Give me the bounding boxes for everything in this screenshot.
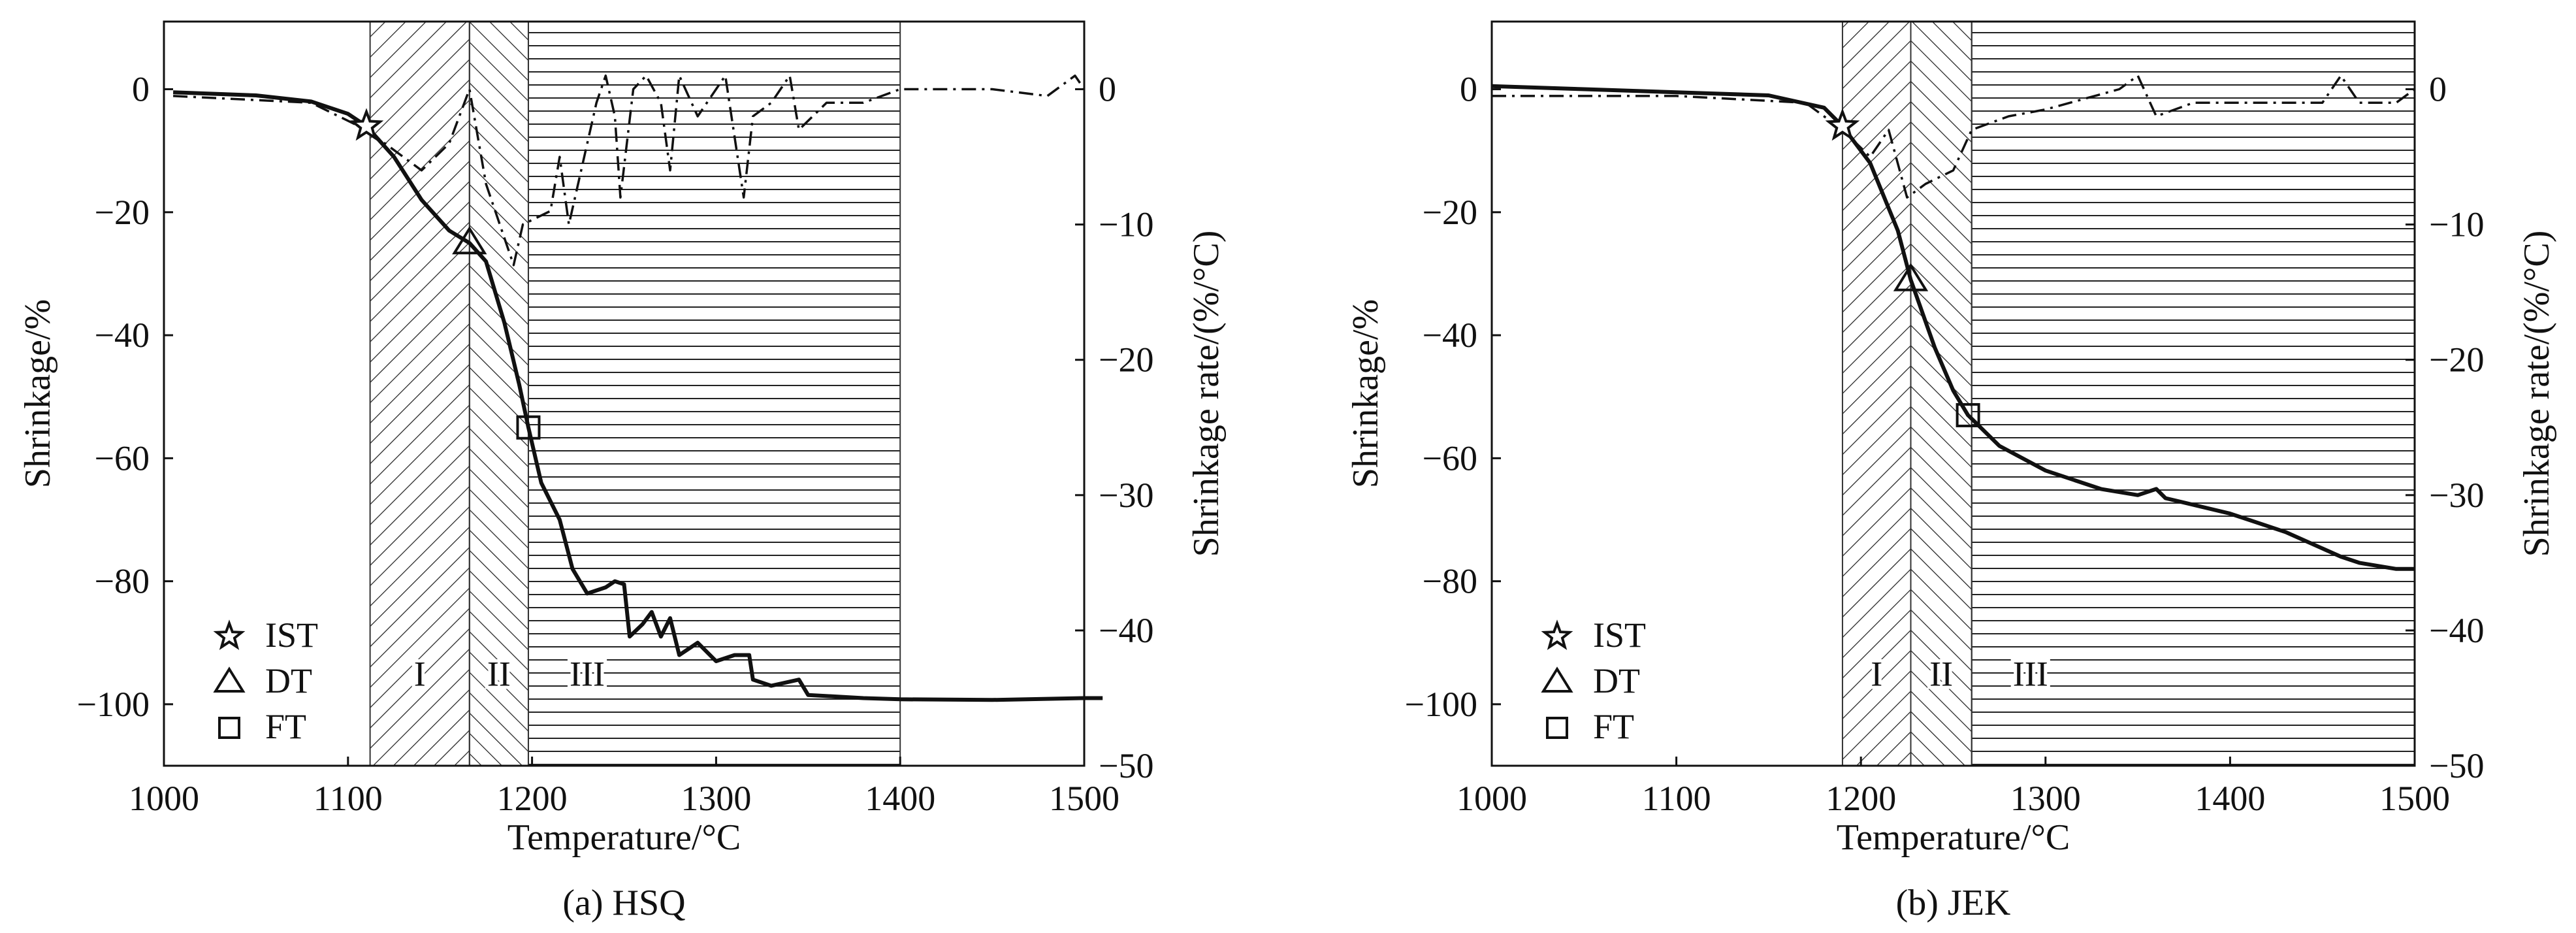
legend-star-icon	[1541, 619, 1573, 650]
y-axis-label: Shrinkage/%	[1345, 299, 1386, 488]
y-tick-label: −80	[1423, 562, 1477, 601]
plot-frame	[1490, 20, 2416, 767]
zone-II-area	[468, 21, 529, 766]
legend-label: FT	[1593, 707, 1634, 746]
legend-star-icon	[213, 619, 246, 650]
zone-II-area	[1910, 21, 1972, 766]
y2-tick-label: −50	[2429, 746, 2484, 785]
y-tick-label: −100	[77, 685, 150, 724]
y2-tick-label: −20	[2429, 340, 2484, 380]
star-marker	[349, 108, 384, 141]
y2-axis-label: Shrinkage rate/(%/°C)	[2517, 231, 2557, 557]
y2-axis-label: Shrinkage rate/(%/°C)	[1186, 231, 1227, 557]
y-axis-label: Shrinkage/%	[18, 299, 58, 488]
chart-caption: (a) HSQ	[562, 883, 685, 923]
x-tick-label: 1200	[1826, 779, 1896, 818]
shrinkage-line	[172, 90, 1103, 702]
legend-label: IST	[1593, 615, 1646, 655]
y-tick-label: 0	[1460, 70, 1477, 109]
x-tick-label: 1400	[2195, 779, 2265, 818]
y2-tick-label: −10	[1099, 205, 1153, 244]
legend-label: DT	[1593, 661, 1640, 700]
y2-tick-label: −30	[2429, 476, 2484, 515]
y-tick-label: −100	[1405, 685, 1477, 724]
legend-square-icon	[1546, 717, 1568, 739]
x-axis-label: Temperature/°C	[507, 817, 741, 858]
legend-label: DT	[265, 661, 312, 700]
triangle-marker	[452, 226, 487, 255]
zone-label: III	[2013, 655, 2048, 694]
shrinkage-line	[1491, 84, 2415, 571]
y-tick-label: −20	[95, 193, 150, 232]
y2-tick-label: 0	[2429, 70, 2447, 109]
x-tick-label: 1300	[2010, 779, 2081, 818]
x-tick-label: 1000	[129, 779, 199, 818]
y-tick-label: −40	[95, 316, 150, 355]
x-tick-label: 1500	[2379, 779, 2450, 818]
x-tick-label: 1300	[681, 779, 751, 818]
x-tick-label: 1200	[497, 779, 568, 818]
shrinkage-rate-line	[1492, 74, 2416, 199]
zone-III-area	[1971, 21, 2415, 766]
y2-tick-label: −50	[1099, 746, 1153, 785]
legend-triangle-icon	[213, 666, 246, 693]
y-tick-label: −20	[1423, 193, 1477, 232]
legend-label: IST	[265, 615, 318, 655]
triangle-marker	[1893, 263, 1929, 291]
y-tick-label: −60	[95, 438, 150, 478]
y2-tick-label: −30	[1099, 476, 1153, 515]
x-tick-label: 1000	[1457, 779, 1527, 818]
y2-tick-label: −10	[2429, 205, 2484, 244]
plot-frame	[163, 20, 1086, 767]
y-tick-label: −60	[1423, 438, 1477, 478]
y2-tick-label: −40	[2429, 611, 2484, 650]
star-marker	[1825, 108, 1860, 141]
y-tick-label: 0	[132, 70, 150, 109]
zone-label: I	[414, 655, 426, 694]
chart-caption: (b) JEK	[1896, 883, 2011, 923]
legend-label: FT	[265, 707, 306, 746]
y-tick-label: −80	[95, 562, 150, 601]
y2-tick-label: 0	[1099, 70, 1116, 109]
x-tick-label: 1100	[1642, 779, 1711, 818]
y2-tick-label: −20	[1099, 340, 1153, 380]
zone-label: III	[570, 655, 605, 694]
x-axis-label: Temperature/°C	[1837, 817, 2070, 858]
square-marker	[1956, 402, 1980, 427]
y-tick-label: −40	[1423, 316, 1477, 355]
zone-label: II	[1929, 655, 1953, 694]
square-marker	[516, 415, 541, 440]
legend-triangle-icon	[1541, 666, 1573, 693]
shrinkage-rate-line	[173, 74, 1086, 267]
zone-I-area	[369, 21, 470, 766]
x-tick-label: 1400	[865, 779, 935, 818]
zone-label: II	[487, 655, 511, 694]
legend-square-icon	[218, 717, 240, 739]
x-tick-label: 1500	[1049, 779, 1119, 818]
x-tick-label: 1100	[314, 779, 383, 818]
zone-label: I	[1871, 655, 1882, 694]
y2-tick-label: −40	[1099, 611, 1153, 650]
